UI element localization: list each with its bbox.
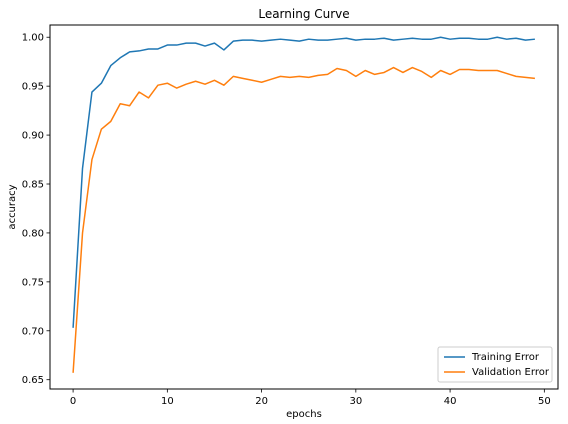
plot-frame [49,24,559,390]
legend: Training Error Validation Error [437,346,553,383]
y-tick-label: 0.75 [22,277,44,288]
y-tick-label: 1.00 [22,33,44,44]
x-tick-label: 10 [161,396,174,407]
y-tick-label: 0.65 [22,375,44,386]
plot-area [49,24,559,390]
y-axis-title: accuracy [7,184,18,229]
legend-label-validation: Validation Error [472,367,550,378]
x-tick-label: 30 [349,396,362,407]
x-tick-label: 20 [255,396,268,407]
x-axis-title: epochs [286,409,322,420]
y-tick-label: 0.90 [22,131,44,142]
y-axis-ticks: 0.65 0.70 0.75 0.80 0.85 0.90 0.95 1.00 [22,33,50,386]
y-tick-label: 0.95 [22,82,44,93]
x-axis-ticks: 0 10 20 30 40 50 [70,389,551,407]
legend-box [437,346,553,383]
x-tick-label: 0 [70,396,76,407]
x-tick-label: 50 [538,396,551,407]
series-group [72,36,535,373]
training-error-line [72,36,535,328]
x-tick-label: 40 [444,396,457,407]
y-tick-label: 0.85 [22,180,44,191]
legend-label-training: Training Error [471,352,540,363]
y-tick-label: 0.80 [22,228,44,239]
chart-title: Learning Curve [258,7,349,21]
y-tick-label: 0.70 [22,326,44,337]
validation-error-line [72,66,535,373]
